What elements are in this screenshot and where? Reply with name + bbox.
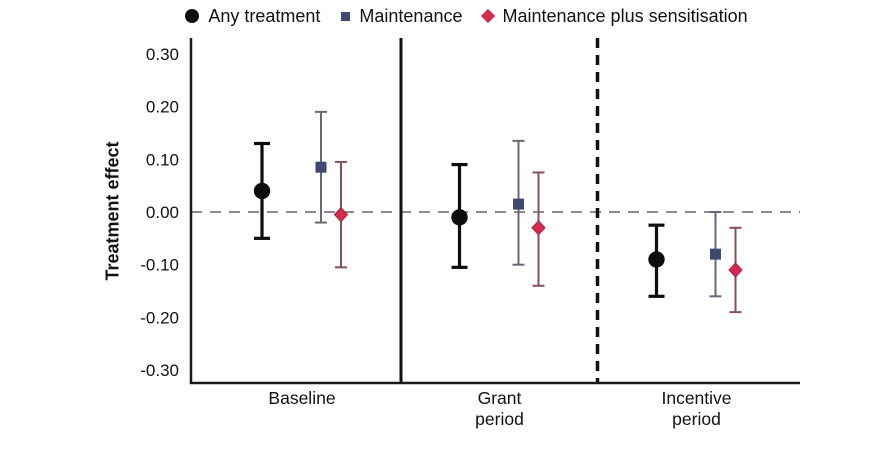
point-circle	[648, 251, 665, 268]
x-category-label: Baseline	[268, 388, 335, 408]
point-square	[710, 248, 721, 260]
x-category-label: Incentive	[661, 388, 731, 408]
y-tick-label: 0.10	[146, 150, 179, 169]
legend-label: Maintenance	[359, 6, 463, 26]
legend-item-any-treatment: Any treatment	[185, 4, 320, 28]
square-marker-icon	[341, 11, 351, 21]
point-diamond	[531, 220, 546, 236]
point-diamond	[728, 262, 743, 278]
legend-item-maintenance: Maintenance	[341, 4, 462, 28]
point-square	[315, 161, 327, 173]
point-square	[513, 198, 524, 210]
y-tick-label: 0.20	[146, 98, 179, 117]
legend: Any treatment Maintenance Maintenance pl…	[0, 4, 880, 28]
y-tick-label: -0.10	[140, 256, 179, 275]
y-tick-label: 0.00	[146, 203, 179, 222]
x-category-label: period	[475, 409, 524, 429]
circle-marker-icon	[185, 9, 200, 23]
point-circle	[451, 209, 468, 226]
x-category-label: Grant	[478, 388, 522, 408]
y-tick-label: -0.30	[140, 361, 179, 380]
legend-label: Any treatment	[208, 6, 321, 26]
legend-label: Maintenance plus sensitisation	[502, 6, 748, 26]
point-circle	[253, 182, 271, 200]
legend-item-maintenance-plus-sensitisation: Maintenance plus sensitisation	[481, 4, 748, 28]
y-tick-label: -0.20	[140, 308, 179, 327]
x-category-label: period	[672, 409, 721, 429]
y-tick-label: 0.30	[146, 45, 179, 64]
point-diamond	[333, 206, 349, 223]
